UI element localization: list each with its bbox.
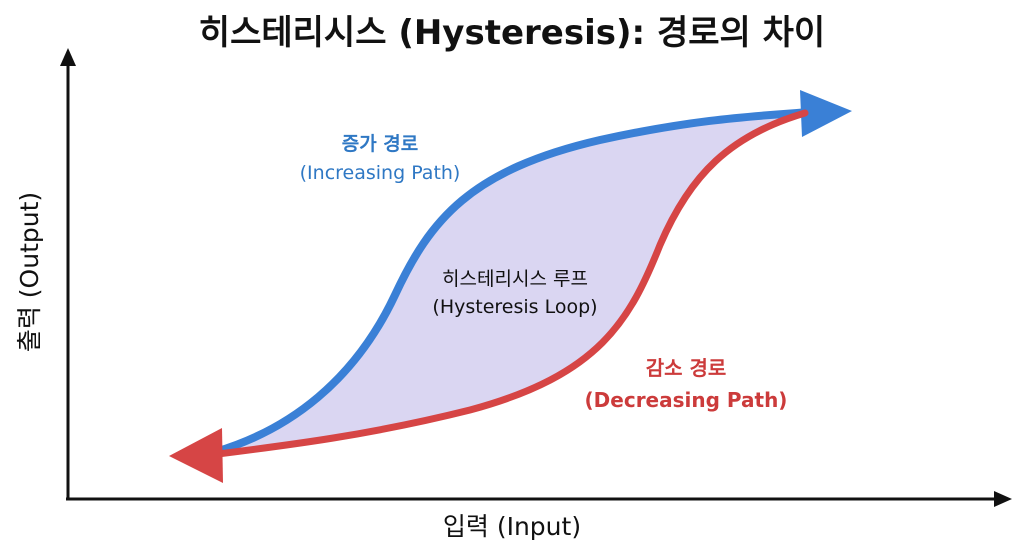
y-axis-label: 출력 (Output) <box>15 192 44 352</box>
increasing-path-arrowhead <box>800 90 852 137</box>
decreasing-path-curve <box>206 109 809 459</box>
hysteresis-loop-area <box>215 113 805 452</box>
decreasing-path-label-en: (Decreasing Path) <box>585 388 788 412</box>
x-axis-arrowhead <box>994 491 1012 507</box>
hysteresis-loop-label-kr: 히스테리시스 루프 <box>442 268 588 290</box>
decreasing-path-label-kr: 감소 경로 <box>646 356 727 380</box>
hysteresis-loop-label-en: (Hysteresis Loop) <box>432 296 597 318</box>
increasing-path-curve <box>211 108 814 456</box>
y-axis-arrowhead <box>60 48 76 66</box>
decreasing-path-arrowhead <box>169 428 223 483</box>
increasing-path-label-kr: 증가 경로 <box>342 133 419 155</box>
diagram-title: 히스테리시스 (Hysteresis): 경로의 차이 <box>199 13 825 53</box>
increasing-path-label-en: (Increasing Path) <box>300 162 461 184</box>
x-axis-label: 입력 (Input) <box>443 512 581 541</box>
